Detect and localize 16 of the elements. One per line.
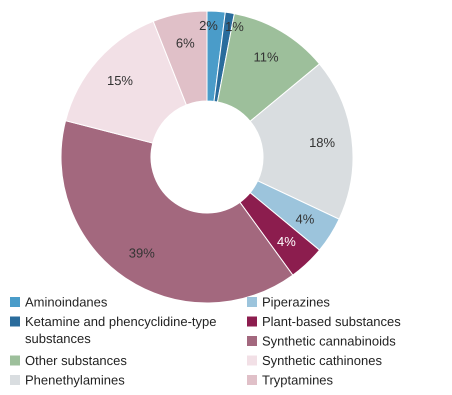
legend-label: Aminoindanes bbox=[25, 294, 108, 310]
legend-label: Plant-based substances bbox=[262, 314, 402, 330]
legend-label: Tryptamines bbox=[262, 372, 334, 388]
legend-label: Phenethylamines bbox=[25, 372, 126, 388]
data-label: 18% bbox=[309, 135, 336, 150]
legend-label: Ketamine and phencyclidine-type substances bbox=[25, 314, 217, 346]
data-label: 4% bbox=[296, 212, 315, 227]
legend-label: Piperazines bbox=[262, 294, 330, 310]
legend-label: Synthetic cannabinoids bbox=[262, 334, 396, 349]
data-label: 6% bbox=[176, 36, 196, 51]
data-label: 15% bbox=[106, 72, 134, 88]
legend-label: Other substances bbox=[25, 353, 128, 368]
data-label: 4% bbox=[277, 234, 296, 250]
data-label: 11% bbox=[254, 50, 280, 65]
legend-label: Synthetic cathinones bbox=[262, 353, 382, 368]
data-label: 39% bbox=[128, 245, 156, 260]
